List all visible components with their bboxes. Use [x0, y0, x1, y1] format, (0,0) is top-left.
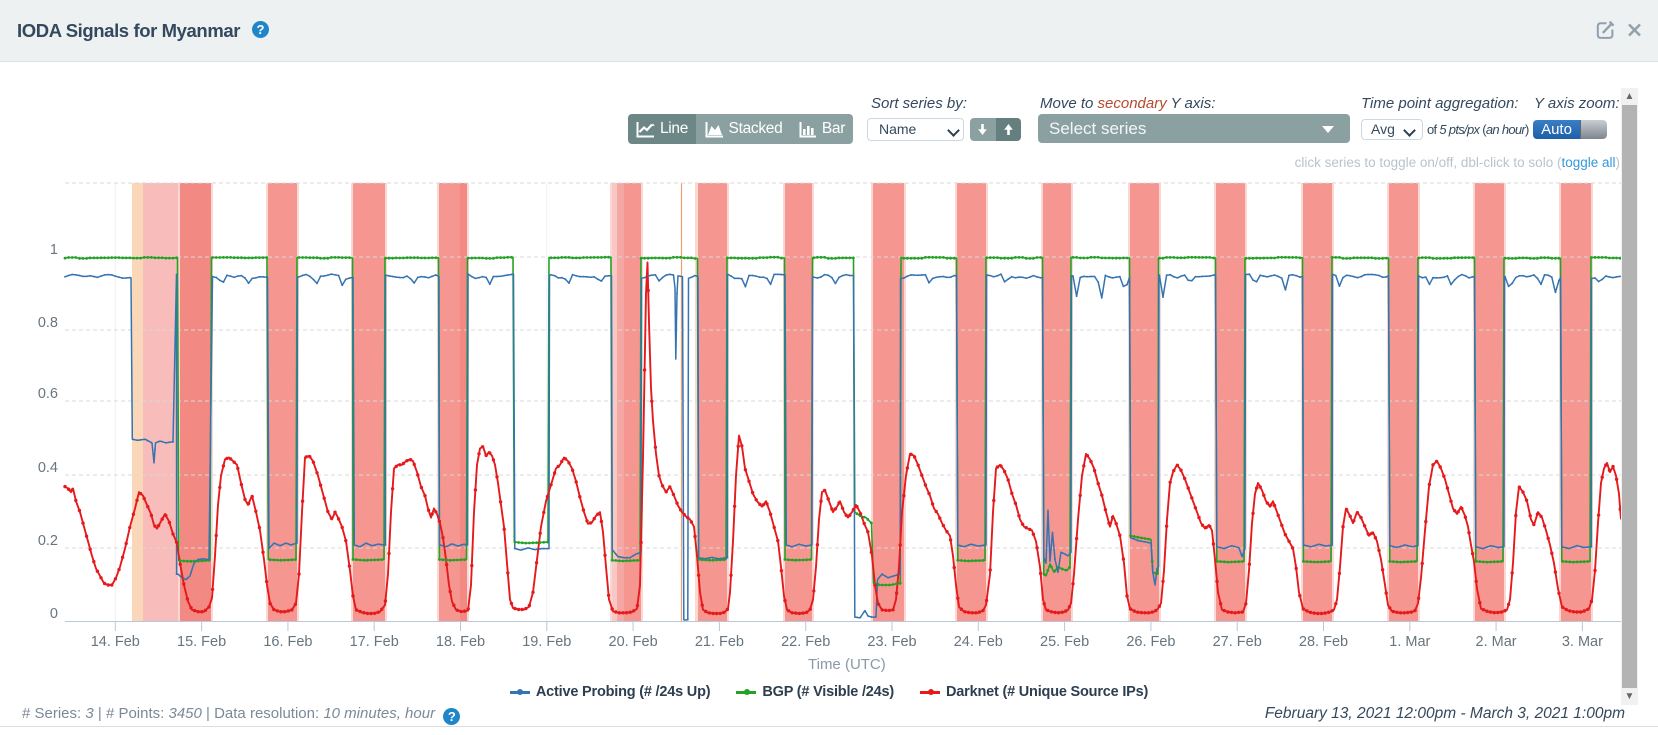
- svg-text:14. Feb: 14. Feb: [91, 634, 140, 650]
- svg-text:21. Feb: 21. Feb: [695, 634, 744, 650]
- svg-text:22. Feb: 22. Feb: [781, 634, 830, 650]
- svg-text:25. Feb: 25. Feb: [1040, 634, 1089, 650]
- svg-text:19. Feb: 19. Feb: [522, 634, 571, 650]
- svg-text:0.6: 0.6: [38, 386, 58, 402]
- svg-text:18. Feb: 18. Feb: [436, 634, 485, 650]
- svg-text:17. Feb: 17. Feb: [350, 634, 399, 650]
- svg-text:1. Mar: 1. Mar: [1389, 634, 1430, 650]
- svg-text:16. Feb: 16. Feb: [263, 634, 312, 650]
- svg-text:0.2: 0.2: [38, 533, 58, 549]
- svg-text:23. Feb: 23. Feb: [867, 634, 916, 650]
- svg-text:2. Mar: 2. Mar: [1476, 634, 1517, 650]
- svg-text:0: 0: [50, 606, 58, 622]
- svg-text:24. Feb: 24. Feb: [954, 634, 1003, 650]
- svg-text:15. Feb: 15. Feb: [177, 634, 226, 650]
- svg-text:27. Feb: 27. Feb: [1213, 634, 1262, 650]
- svg-text:1: 1: [50, 242, 58, 258]
- svg-text:0.8: 0.8: [38, 315, 58, 331]
- svg-text:28. Feb: 28. Feb: [1299, 634, 1348, 650]
- svg-text:3. Mar: 3. Mar: [1562, 634, 1603, 650]
- svg-text:20. Feb: 20. Feb: [609, 634, 658, 650]
- svg-text:26. Feb: 26. Feb: [1126, 634, 1175, 650]
- svg-text:0.4: 0.4: [38, 460, 58, 476]
